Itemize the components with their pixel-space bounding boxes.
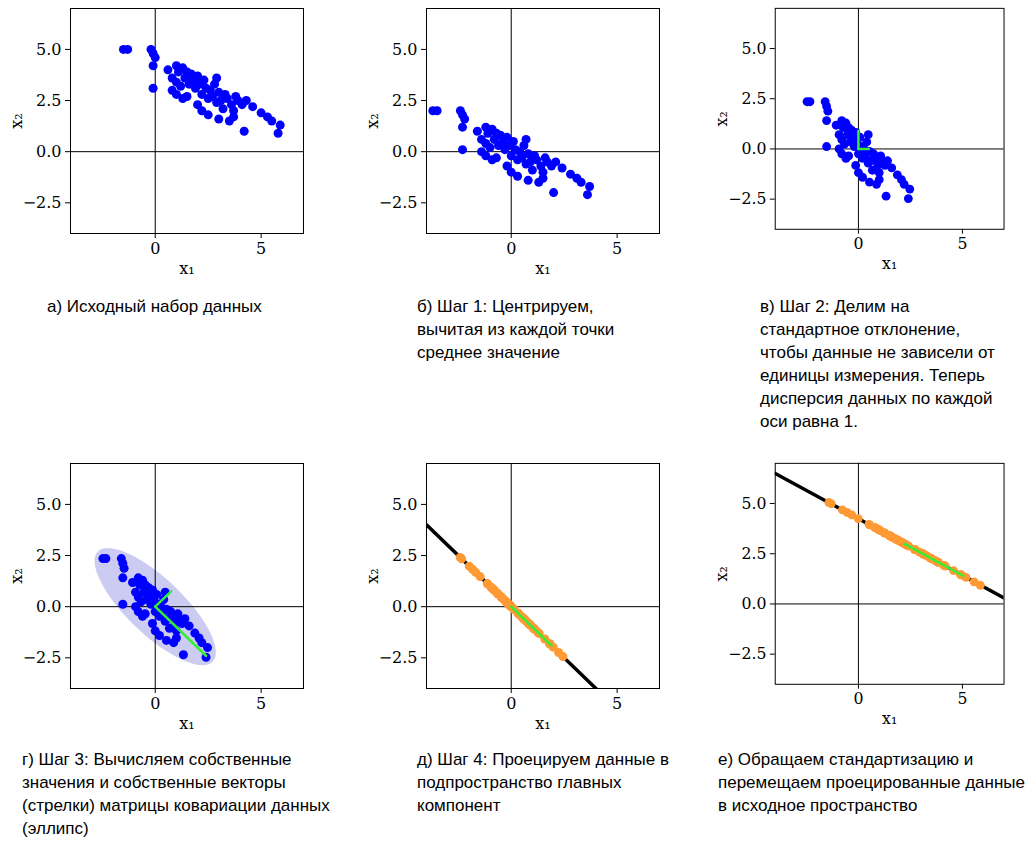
svg-text:−2.5: −2.5: [728, 644, 766, 663]
svg-text:5.0: 5.0: [392, 495, 417, 514]
svg-text:0.0: 0.0: [741, 139, 766, 158]
svg-text:x₁: x₁: [179, 259, 194, 278]
svg-text:x₁: x₁: [882, 254, 897, 273]
html-text:г) Шаг 3: Вычисляем собственны: г) Шаг 3: Вычисляем собственные значения…: [22, 750, 330, 838]
svg-text:x₂: x₂: [7, 113, 26, 128]
svg-text:2.5: 2.5: [741, 544, 766, 563]
svg-text:x₂: x₂: [363, 568, 382, 583]
svg-text:5.0: 5.0: [741, 39, 766, 58]
svg-text:x₂: x₂: [712, 111, 731, 126]
svg-text:5: 5: [612, 694, 622, 713]
svg-text:−2.5: −2.5: [379, 648, 418, 667]
svg-text:x₁: x₁: [882, 709, 897, 728]
svg-text:−2.5: −2.5: [23, 193, 62, 212]
svg-text:x₁: x₁: [535, 714, 550, 733]
svg-text:5: 5: [256, 239, 266, 258]
svg-text:−2.5: −2.5: [23, 648, 62, 667]
svg-text:5.0: 5.0: [36, 495, 61, 514]
html-text:е) Обращаем стандартизацию и п: е) Обращаем стандартизацию и перемещаем …: [718, 750, 1025, 815]
svg-text:x₂: x₂: [712, 566, 731, 581]
svg-text:x₁: x₁: [179, 714, 194, 733]
svg-text:0.0: 0.0: [36, 597, 61, 616]
svg-text:0: 0: [853, 689, 863, 708]
svg-text:0.0: 0.0: [392, 142, 417, 161]
html-text:в) Шаг 2: Делим на стандартное: в) Шаг 2: Делим на стандартное отклонени…: [760, 297, 995, 431]
html-text:а) Исходный набор данных: а) Исходный набор данных: [47, 297, 262, 316]
html-text:д) Шаг 4: Проецируем данные в: д) Шаг 4: Проецируем данные в подпростра…: [417, 750, 669, 815]
svg-text:2.5: 2.5: [36, 546, 61, 565]
svg-text:0: 0: [150, 694, 160, 713]
svg-text:5: 5: [256, 694, 266, 713]
svg-text:0: 0: [853, 234, 863, 253]
svg-text:0: 0: [150, 239, 160, 258]
svg-text:5: 5: [957, 234, 967, 253]
svg-text:x₁: x₁: [535, 259, 550, 278]
svg-text:−2.5: −2.5: [728, 189, 766, 208]
svg-text:5.0: 5.0: [36, 40, 61, 59]
svg-text:2.5: 2.5: [36, 91, 61, 110]
svg-text:2.5: 2.5: [392, 546, 417, 565]
svg-text:5: 5: [612, 239, 622, 258]
svg-text:x₂: x₂: [363, 113, 382, 128]
svg-text:5.0: 5.0: [741, 494, 766, 513]
svg-text:2.5: 2.5: [392, 91, 417, 110]
svg-text:0: 0: [506, 239, 516, 258]
svg-text:0.0: 0.0: [392, 597, 417, 616]
svg-text:5: 5: [957, 689, 967, 708]
svg-text:2.5: 2.5: [741, 89, 766, 108]
svg-text:5.0: 5.0: [392, 40, 417, 59]
svg-text:0: 0: [506, 694, 516, 713]
svg-text:0.0: 0.0: [36, 142, 61, 161]
svg-text:x₂: x₂: [7, 568, 26, 583]
svg-text:−2.5: −2.5: [379, 193, 418, 212]
html-text:б) Шаг 1: Центрируем, вычитая: б) Шаг 1: Центрируем, вычитая из каждой …: [417, 297, 615, 362]
svg-text:0.0: 0.0: [741, 594, 766, 613]
